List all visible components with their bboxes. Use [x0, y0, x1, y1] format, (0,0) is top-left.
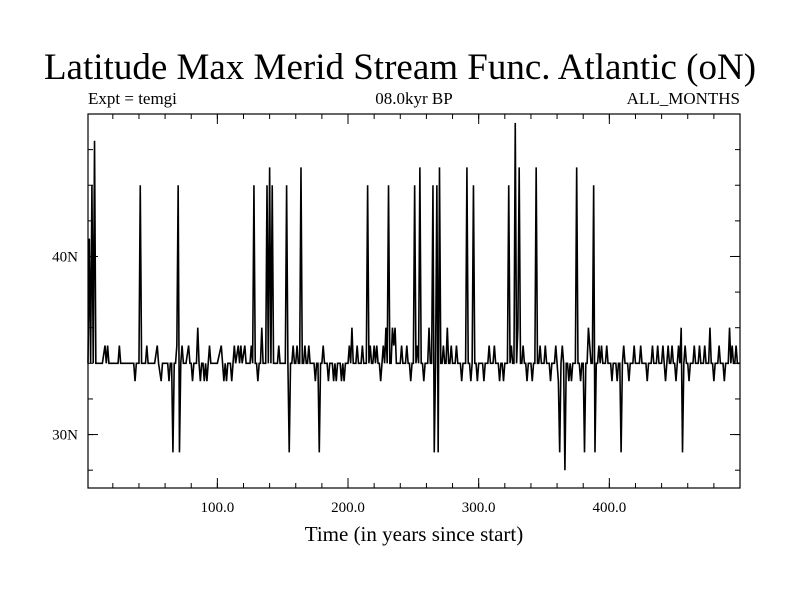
- y-tick-label: 40N: [52, 249, 78, 265]
- x-tick-label: 400.0: [592, 500, 626, 516]
- chart-title: Latitude Max Merid Stream Func. Atlantic…: [43, 47, 757, 88]
- x-tick-label: 100.0: [200, 500, 234, 516]
- y-tick-label: 30N: [52, 428, 78, 444]
- x-tick-label: 200.0: [331, 500, 365, 516]
- experiment-label: Expt = temgi: [88, 89, 177, 108]
- period-label: 08.0kyr BP: [375, 89, 453, 108]
- series-line-0: [87, 122, 740, 471]
- x-axis-label: Time (in years since start): [304, 522, 524, 546]
- x-tick-label: 300.0: [462, 500, 496, 516]
- months-label: ALL_MONTHS: [626, 89, 740, 108]
